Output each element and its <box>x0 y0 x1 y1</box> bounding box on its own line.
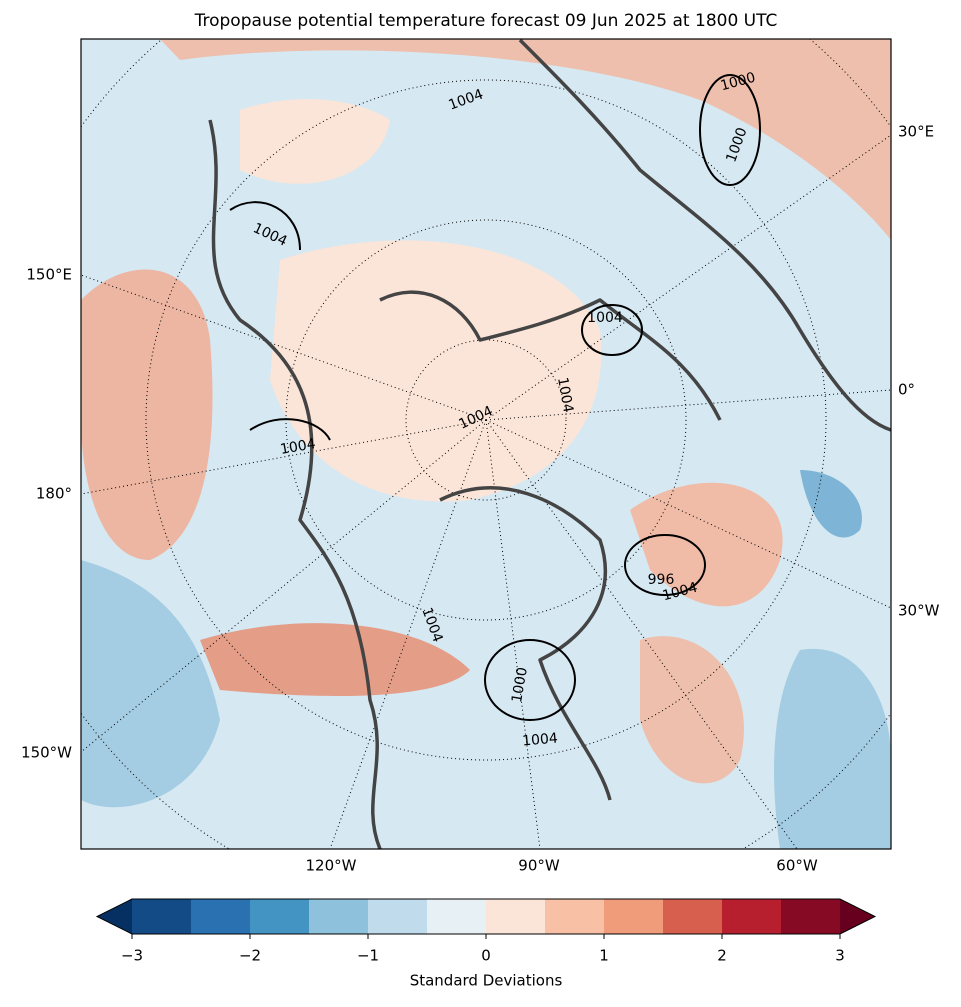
colorbar-segment <box>663 899 722 934</box>
colorbar-segment <box>309 899 368 934</box>
contour-label: 1004 <box>522 730 559 749</box>
contour-label: 1000 <box>509 666 531 704</box>
colorbar-extend-low <box>97 899 132 934</box>
lon-label: 120°W <box>306 857 357 875</box>
colorbar-tick-label: 3 <box>835 947 845 965</box>
colorbar-tick-label: 2 <box>717 947 727 965</box>
colorbar-segment <box>427 899 486 934</box>
colorbar-label: Standard Deviations <box>410 972 563 990</box>
colorbar-tick-label: −2 <box>239 947 261 965</box>
map <box>81 39 891 849</box>
contour-label: 996 <box>648 572 675 588</box>
colorbar-segment <box>545 899 604 934</box>
colorbar-tick-label: −1 <box>357 947 379 965</box>
lon-label: 150°E <box>26 266 72 284</box>
lon-label: 30°W <box>898 602 940 620</box>
colorbar-segment <box>368 899 427 934</box>
colorbar-segment <box>132 899 191 934</box>
colorbar-segment <box>722 899 781 934</box>
title: Tropopause potential temperature forecas… <box>194 11 778 31</box>
lon-label: 180° <box>36 485 72 503</box>
lon-label: 150°W <box>21 744 72 762</box>
colorbar-segment <box>604 899 663 934</box>
colorbar-segment <box>486 899 545 934</box>
contour-label: 1004 <box>279 436 317 458</box>
lon-label: 90°W <box>518 857 560 875</box>
colorbar-tick-label: 1 <box>599 947 609 965</box>
colorbar-segment <box>781 899 840 934</box>
lon-label: 0° <box>898 381 915 399</box>
colorbar-segment <box>191 899 250 934</box>
colorbar-segment <box>250 899 309 934</box>
lon-label: 30°E <box>898 123 934 141</box>
contour-label: 1004 <box>554 376 576 414</box>
lon-label: 60°W <box>776 857 818 875</box>
colorbar-tick-label: 0 <box>481 947 491 965</box>
colorbar-tick-label: −3 <box>121 947 143 965</box>
contour-label: 1004 <box>587 310 623 326</box>
colorbar-extend-high <box>840 899 875 934</box>
map-frame <box>80 38 892 850</box>
